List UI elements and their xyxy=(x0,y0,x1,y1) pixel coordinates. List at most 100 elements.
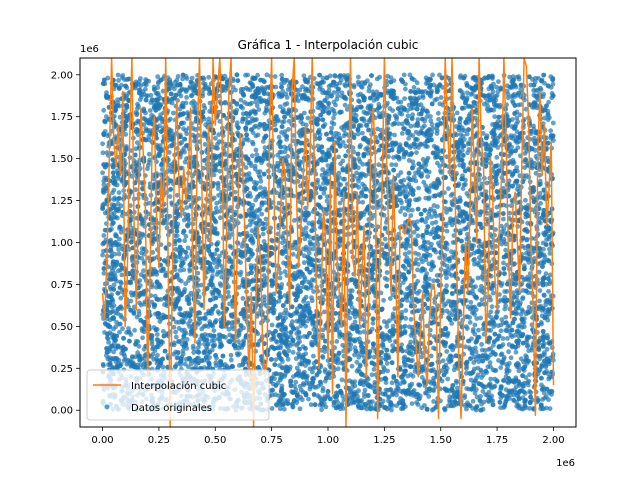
scatter-point xyxy=(263,216,269,222)
scatter-point xyxy=(537,298,542,304)
scatter-point xyxy=(409,401,415,406)
scatter-point xyxy=(413,170,418,176)
scatter-point xyxy=(514,311,520,316)
scatter-point xyxy=(397,142,403,148)
scatter-point xyxy=(396,121,401,127)
scatter-point xyxy=(213,205,219,211)
scatter-point xyxy=(101,233,107,238)
scatter-point xyxy=(419,354,425,360)
scatter-point xyxy=(389,380,395,386)
scatter-point xyxy=(492,114,498,120)
scatter-point xyxy=(384,277,390,282)
scatter-point xyxy=(238,213,243,219)
scatter-point xyxy=(416,185,421,191)
scatter-point xyxy=(291,218,297,223)
scatter-point xyxy=(508,203,514,209)
scatter-point xyxy=(116,247,121,252)
scatter-point xyxy=(435,160,440,166)
scatter-point xyxy=(195,270,201,276)
scatter-point xyxy=(286,118,292,124)
scatter-point xyxy=(261,273,267,278)
scatter-point xyxy=(514,115,520,121)
scatter-point xyxy=(402,96,407,101)
scatter-point xyxy=(465,150,470,156)
scatter-point xyxy=(111,197,117,203)
scatter-point xyxy=(415,233,421,239)
scatter-point xyxy=(506,349,511,355)
scatter-point xyxy=(339,377,345,383)
scatter-point xyxy=(271,371,277,377)
scatter-point xyxy=(269,392,275,398)
scatter-point xyxy=(174,355,180,361)
scatter-point xyxy=(356,74,361,80)
scatter-point xyxy=(260,231,266,237)
scatter-point xyxy=(100,252,105,258)
scatter-point xyxy=(428,353,434,359)
scatter-point xyxy=(403,245,409,251)
scatter-point xyxy=(118,312,124,318)
x-offset-label: 1e6 xyxy=(556,458,575,469)
scatter-point xyxy=(301,260,307,266)
scatter-point xyxy=(463,344,468,350)
scatter-point xyxy=(249,153,255,159)
scatter-point xyxy=(115,72,121,78)
scatter-point xyxy=(202,142,208,147)
scatter-point xyxy=(546,289,551,294)
scatter-point xyxy=(124,144,129,149)
scatter-point xyxy=(308,282,314,288)
scatter-point xyxy=(184,205,190,211)
scatter-point xyxy=(392,132,397,138)
scatter-point xyxy=(295,341,301,346)
scatter-point xyxy=(320,167,326,172)
scatter-point xyxy=(175,74,181,79)
scatter-point xyxy=(134,140,140,146)
scatter-point xyxy=(460,92,466,98)
scatter-point xyxy=(115,97,120,103)
scatter-point xyxy=(334,339,340,344)
scatter-point xyxy=(215,145,220,151)
scatter-point xyxy=(189,75,195,81)
scatter-point xyxy=(537,190,543,196)
scatter-point xyxy=(514,186,520,192)
scatter-point xyxy=(488,297,493,303)
scatter-point xyxy=(130,254,135,260)
scatter-point xyxy=(155,352,160,358)
scatter-point xyxy=(510,98,515,104)
scatter-point xyxy=(478,315,483,321)
scatter-point xyxy=(480,388,486,394)
scatter-point xyxy=(351,149,357,155)
scatter-point xyxy=(402,323,408,329)
scatter-point xyxy=(324,198,330,204)
scatter-point xyxy=(301,73,307,79)
scatter-point xyxy=(487,360,493,365)
scatter-point xyxy=(116,268,121,274)
scatter-point xyxy=(303,225,309,231)
scatter-point xyxy=(277,104,283,109)
scatter-point xyxy=(254,103,260,109)
scatter-point xyxy=(435,110,441,116)
scatter-point xyxy=(489,304,495,310)
scatter-point xyxy=(178,278,184,284)
scatter-point xyxy=(400,121,405,127)
scatter-point xyxy=(119,272,125,278)
scatter-point xyxy=(262,294,267,300)
scatter-point xyxy=(120,326,125,332)
scatter-point xyxy=(301,110,307,116)
scatter-point xyxy=(132,327,138,333)
scatter-point xyxy=(354,359,360,365)
scatter-point xyxy=(139,255,145,261)
scatter-point xyxy=(368,82,373,87)
scatter-point xyxy=(370,320,376,326)
scatter-point xyxy=(113,310,119,316)
scatter-point xyxy=(344,107,350,112)
scatter-point xyxy=(505,336,510,341)
y-offset-label: 1e6 xyxy=(80,44,99,55)
scatter-point xyxy=(281,209,286,215)
scatter-point xyxy=(371,367,377,372)
scatter-point xyxy=(468,299,474,305)
scatter-point xyxy=(408,316,414,322)
scatter-point xyxy=(276,168,282,174)
scatter-point xyxy=(308,241,313,247)
scatter-point xyxy=(141,268,146,274)
scatter-point xyxy=(269,322,275,328)
